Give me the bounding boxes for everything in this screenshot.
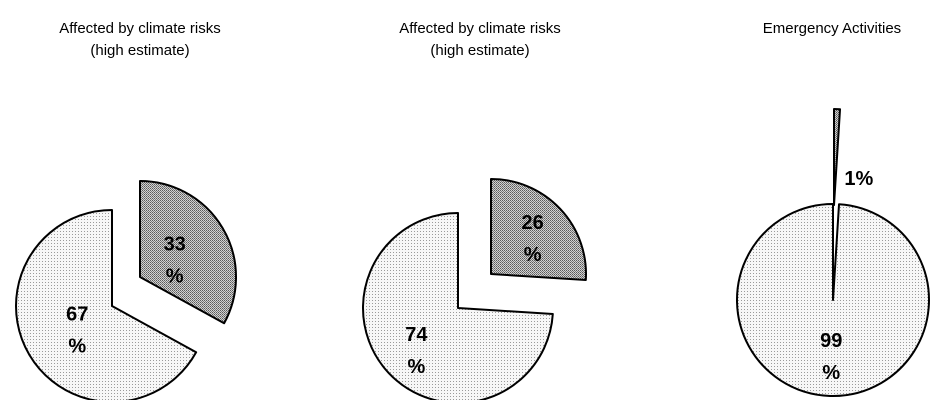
chart-3-title: Emergency Activities <box>722 18 942 40</box>
chart-2-slice-74 <box>362 212 554 400</box>
chart-1-label-33-line-2: % <box>166 266 184 288</box>
chart-3-slice-99 <box>736 203 930 397</box>
chart-1-label-67-line-1: 67 <box>66 304 88 326</box>
chart-1-label-67-line-2: % <box>68 336 86 358</box>
chart-2-label-74-line-2: % <box>408 356 426 378</box>
chart-3-label-99: 99% <box>820 330 842 384</box>
chart-1-label-33: 33% <box>164 234 186 288</box>
chart-1-title: Affected by climate risks (high estimate… <box>20 18 260 62</box>
chart-1-slice-33 <box>139 180 238 325</box>
chart-2-title-line-2: (high estimate) <box>430 42 530 59</box>
chart-2-label-74-line-1: 74 <box>405 324 428 346</box>
chart-1-slice-67 <box>15 209 198 400</box>
chart-2-slice-26 <box>490 178 587 281</box>
chart-2-title-line-1: Affected by climate risks <box>399 20 561 37</box>
chart-3-label-99-line-1: 99 <box>820 330 842 352</box>
chart-2-title: Affected by climate risks (high estimate… <box>360 18 600 62</box>
chart-2-label-74: 74% <box>405 324 428 378</box>
chart-1-label-67: 67% <box>66 304 88 358</box>
chart-3-title-line-1: Emergency Activities <box>762 20 902 37</box>
chart-2-label-26-line-2: % <box>524 244 542 266</box>
chart-3-label-99-line-2: % <box>822 362 840 384</box>
chart-2-label-26-line-1: 26 <box>521 212 543 234</box>
chart-1-title-line-2: (high estimate) <box>90 42 190 59</box>
chart-3-label-1: 1% <box>844 168 873 190</box>
chart-3-slice-1 <box>833 108 842 206</box>
chart-2-label-26: 26% <box>521 212 543 266</box>
chart-1-title-line-1: Affected by climate risks <box>59 20 221 37</box>
chart-1-label-33-line-1: 33 <box>164 234 186 256</box>
